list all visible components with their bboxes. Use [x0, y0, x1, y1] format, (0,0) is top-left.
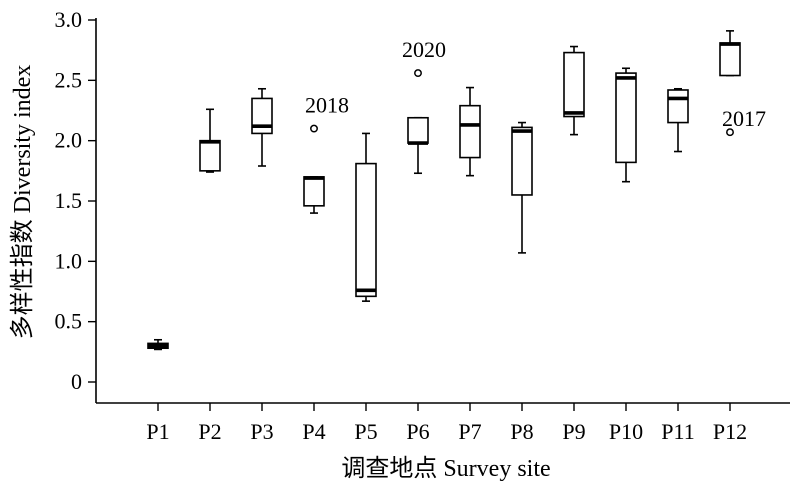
box-p8 [511, 121, 533, 254]
x-tick-label: P5 [354, 419, 377, 444]
outlier-label: 2018 [305, 93, 349, 118]
y-axis-title: 多样性指数 Diversity index [9, 65, 36, 340]
x-tick-label: P2 [198, 419, 221, 444]
y-tick-label: 0.5 [55, 309, 83, 334]
y-tick-label: 1.0 [55, 248, 83, 273]
box-p11 [667, 87, 689, 153]
x-tick-label: P8 [510, 419, 533, 444]
iqr-box [459, 104, 481, 159]
x-tick-label: P10 [609, 419, 643, 444]
outlier-label: 2017 [722, 106, 766, 131]
box-p9 [563, 45, 585, 136]
box-p12 [719, 30, 741, 77]
box-p1 [147, 338, 169, 351]
box-p6 [407, 116, 429, 175]
iqr-box [615, 72, 637, 164]
iqr-box [407, 116, 429, 144]
box-p5 [355, 132, 377, 302]
x-tick-label: P3 [250, 419, 273, 444]
iqr-box [719, 42, 741, 77]
x-tick-label: P1 [146, 419, 169, 444]
plot-layer: 2018 2020 2017 [147, 30, 766, 351]
outlier-point [726, 128, 734, 137]
box-p10 [615, 67, 637, 183]
x-tick-label: P4 [302, 419, 325, 444]
y-tick-label: 2.0 [55, 128, 83, 153]
y-axis-ticks: 0 0.5 1.0 1.5 2.0 2.5 3.0 [55, 7, 96, 394]
box-p7 [459, 86, 481, 177]
x-tick-label: P6 [406, 419, 429, 444]
x-tick-label: P7 [458, 419, 481, 444]
x-axis-title: 调查地点 Survey site [341, 455, 550, 482]
iqr-box [303, 176, 325, 207]
box-p2 [199, 108, 221, 173]
iqr-box [199, 139, 221, 172]
y-tick-label: 2.5 [55, 67, 83, 92]
y-tick-label: 0 [71, 369, 82, 394]
iqr-box [667, 89, 689, 124]
y-tick-label: 3.0 [55, 7, 83, 32]
outlier-label: 2020 [402, 37, 446, 62]
y-tick-label: 1.5 [55, 188, 83, 213]
outlier-point [414, 69, 422, 78]
x-tick-label: P12 [713, 419, 747, 444]
iqr-box [511, 126, 533, 196]
x-tick-label: P9 [562, 419, 585, 444]
outlier-point [310, 124, 318, 133]
x-tick-label: P11 [661, 419, 694, 444]
iqr-box [355, 162, 377, 298]
box-p3 [251, 87, 273, 167]
box-p4 [303, 176, 325, 214]
x-axis-ticks: P1 P2 P3 P4 P5 P6 P7 P8 P9 P10 P11 P12 [146, 403, 747, 444]
iqr-box [251, 97, 273, 135]
iqr-box [563, 51, 585, 118]
